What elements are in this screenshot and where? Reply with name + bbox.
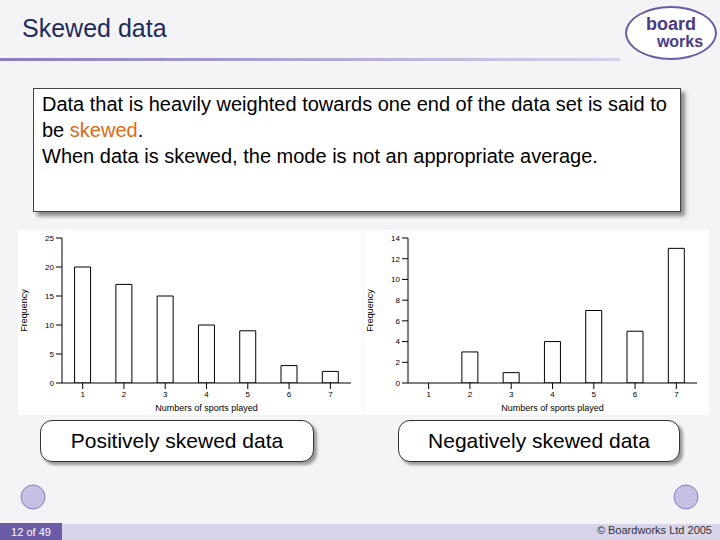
html-text:works: works xyxy=(656,33,704,50)
html-text:Negatively skewed data: Negatively skewed data xyxy=(428,429,650,452)
svg-text:8: 8 xyxy=(396,296,401,305)
svg-text:Numbers of sports played: Numbers of sports played xyxy=(501,403,604,413)
svg-text:0: 0 xyxy=(396,379,401,388)
svg-text:6: 6 xyxy=(287,390,292,399)
svg-text:2: 2 xyxy=(122,390,127,399)
svg-text:7: 7 xyxy=(674,390,679,399)
svg-text:1: 1 xyxy=(426,390,431,399)
svg-text:0: 0 xyxy=(50,379,55,388)
html-text:Data that is heavily weighted: Data that is heavily weighted towards on… xyxy=(42,93,667,141)
svg-text:10: 10 xyxy=(45,321,54,330)
html-text:© Boardworks Ltd 2005: © Boardworks Ltd 2005 xyxy=(596,524,712,536)
svg-text:5: 5 xyxy=(592,390,597,399)
svg-text:2: 2 xyxy=(396,358,401,367)
svg-text:25: 25 xyxy=(45,234,54,243)
svg-text:4: 4 xyxy=(550,390,555,399)
html-text:When data is skewed, the mode: When data is skewed, the mode is not an … xyxy=(42,145,598,167)
svg-text:3: 3 xyxy=(163,390,168,399)
svg-text:3: 3 xyxy=(509,390,514,399)
html-text:Positively skewed data: Positively skewed data xyxy=(70,429,284,452)
svg-text:10: 10 xyxy=(391,275,400,284)
svg-text:12: 12 xyxy=(391,255,400,264)
svg-text:2: 2 xyxy=(468,390,473,399)
html-text:12 of 49: 12 of 49 xyxy=(11,525,51,538)
svg-text:6: 6 xyxy=(396,317,401,326)
svg-text:1: 1 xyxy=(80,390,85,399)
svg-text:7: 7 xyxy=(328,390,333,399)
svg-text:Numbers of sports played: Numbers of sports played xyxy=(155,403,258,413)
svg-text:6: 6 xyxy=(633,390,638,399)
svg-text:20: 20 xyxy=(45,263,54,272)
svg-text:Frequency: Frequency xyxy=(365,289,375,332)
svg-text:5: 5 xyxy=(246,390,251,399)
svg-text:14: 14 xyxy=(391,234,400,243)
svg-text:4: 4 xyxy=(396,337,401,346)
svg-text:15: 15 xyxy=(45,292,54,301)
svg-text:5: 5 xyxy=(50,350,55,359)
html-text:board: board xyxy=(646,14,696,34)
html-text:Skewed data: Skewed data xyxy=(22,14,167,42)
svg-text:4: 4 xyxy=(204,390,209,399)
svg-text:Frequency: Frequency xyxy=(19,289,29,332)
